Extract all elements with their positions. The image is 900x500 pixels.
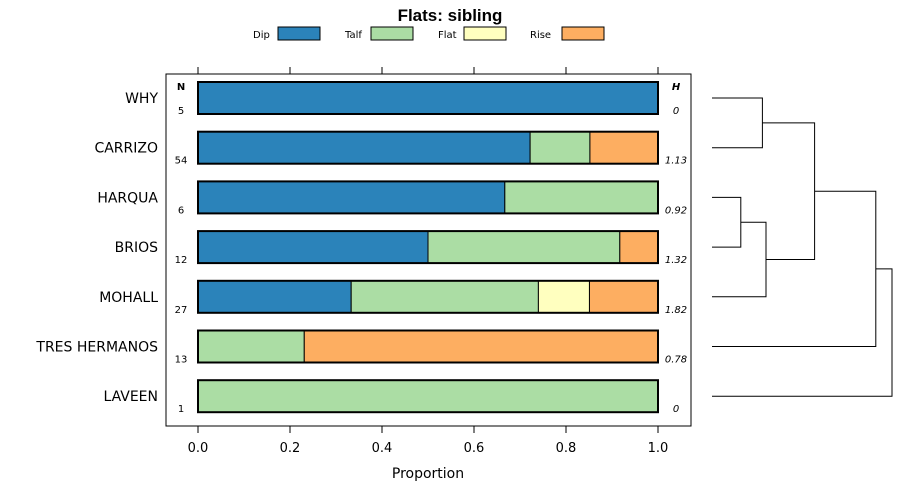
- bar-segment-talf: [529, 131, 591, 165]
- bar-segment-flat: [537, 280, 590, 314]
- x-tick-label: 0.2: [280, 441, 301, 456]
- category-label: CARRIZO: [94, 141, 158, 157]
- legend-swatch-flat: [463, 26, 507, 41]
- legend-swatch-dip: [277, 26, 321, 41]
- legend-label-rise: Rise: [530, 30, 551, 41]
- h-value: 1.13: [665, 156, 687, 167]
- h-value: 0.78: [665, 355, 687, 366]
- legend-label-dip: Dip: [253, 30, 270, 41]
- bar-segment-rise: [589, 131, 659, 165]
- dendrogram-link: [712, 97, 763, 149]
- h-value: 0: [673, 106, 679, 117]
- row-tres-hermanos: TRES HERMANOS 13 0.78: [35, 329, 687, 366]
- x-tick-label: 1.0: [648, 441, 669, 456]
- n-value: 27: [175, 305, 188, 316]
- bar-outline: [197, 279, 659, 314]
- n-value: 54: [175, 156, 188, 167]
- bar-outline: [197, 230, 659, 265]
- row-harqua: HARQUA 6 0.92: [97, 180, 687, 216]
- bar-segment-dip: [197, 280, 352, 314]
- n-value: 6: [178, 205, 184, 216]
- n-column-header: N: [177, 82, 185, 93]
- bar-segment-talf: [197, 330, 305, 363]
- n-value: 13: [175, 355, 188, 366]
- row-laveen: LAVEEN 1 0: [103, 379, 679, 415]
- dendrogram-link: [712, 190, 877, 347]
- bar-segment-talf: [427, 230, 621, 264]
- legend-swatch-rise: [561, 26, 605, 41]
- plot-frame: [165, 73, 692, 427]
- legend-label-flat: Flat: [438, 30, 457, 41]
- x-tick-label: 0.0: [188, 441, 209, 456]
- bar-segment-rise: [588, 280, 659, 314]
- bar-segment-talf: [350, 280, 539, 314]
- x-axis: 0.0 0.2 0.4 0.6 0.8 1.0: [188, 67, 669, 456]
- bar-outline: [197, 130, 659, 165]
- bar-segment-talf: [504, 180, 659, 214]
- dendrogram: [712, 97, 893, 397]
- category-label: TRES HERMANOS: [35, 340, 158, 356]
- bar-outline: [197, 329, 659, 364]
- bar-segment-dip: [197, 230, 429, 264]
- row-carrizo: CARRIZO 54 1.13: [94, 130, 687, 167]
- h-value: 0: [673, 404, 679, 415]
- n-value: 5: [178, 106, 184, 117]
- x-tick-label: 0.4: [372, 441, 393, 456]
- x-axis-label: Proportion: [392, 466, 464, 482]
- bar-segment-talf: [197, 379, 659, 413]
- chart-title: Flats: sibling: [398, 6, 503, 25]
- bar-segment-dip: [197, 131, 531, 165]
- bar-segment-dip: [197, 180, 506, 214]
- n-value: 1: [178, 404, 184, 415]
- dendrogram-link: [712, 196, 742, 248]
- x-tick-label: 0.6: [464, 441, 485, 456]
- category-label: BRIOS: [115, 240, 158, 256]
- h-value: 0.92: [665, 205, 687, 216]
- bar-rows: WHY 5 0 CARRIZO 54 1.13 HARQUA 6 0.92 BRIOS 12 1.32…: [35, 81, 687, 415]
- legend-label-talf: Talf: [344, 30, 362, 41]
- category-label: WHY: [125, 91, 158, 107]
- legend-swatch-talf: [370, 26, 414, 41]
- bar-outline: [197, 379, 659, 414]
- row-brios: BRIOS 12 1.32: [115, 230, 687, 266]
- dendrogram-link: [712, 221, 767, 298]
- legend: Dip Talf Flat Rise: [253, 26, 605, 41]
- n-value: 12: [175, 255, 188, 266]
- h-value: 1.32: [665, 255, 687, 266]
- bar-segment-rise: [303, 330, 659, 363]
- h-value: 1.82: [665, 305, 687, 316]
- h-column-header: H: [672, 82, 681, 93]
- dendrogram-link: [762, 122, 816, 261]
- row-mohall: MOHALL 27 1.82: [99, 279, 687, 316]
- x-tick-label: 0.8: [556, 441, 577, 456]
- bar-segment-rise: [619, 230, 659, 264]
- bar-outline: [197, 81, 659, 115]
- category-label: HARQUA: [97, 190, 158, 206]
- row-why: WHY 5 0: [125, 81, 679, 117]
- category-label: MOHALL: [99, 290, 158, 306]
- dendrogram-link: [712, 268, 893, 397]
- category-label: LAVEEN: [103, 389, 158, 405]
- bar-segment-dip: [197, 81, 659, 115]
- bar-outline: [197, 180, 659, 215]
